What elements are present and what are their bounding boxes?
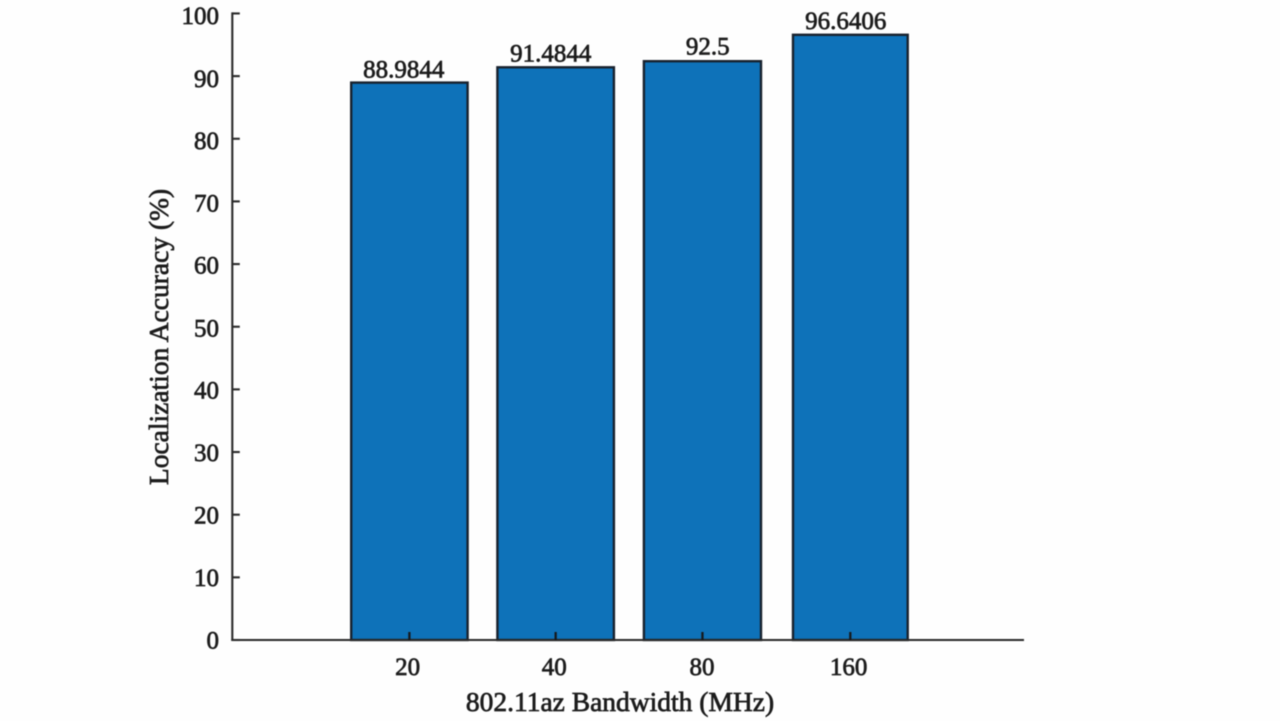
svg-text:50: 50 bbox=[194, 315, 219, 342]
svg-text:80: 80 bbox=[194, 128, 219, 155]
svg-text:10: 10 bbox=[194, 565, 219, 592]
svg-text:100: 100 bbox=[182, 3, 220, 30]
svg-text:80: 80 bbox=[690, 654, 715, 681]
svg-text:20: 20 bbox=[395, 654, 420, 681]
svg-text:60: 60 bbox=[194, 253, 219, 280]
svg-text:20: 20 bbox=[194, 502, 219, 529]
svg-text:Localization Accuracy (%): Localization Accuracy (%) bbox=[143, 189, 174, 485]
svg-text:40: 40 bbox=[542, 654, 567, 681]
svg-text:40: 40 bbox=[194, 378, 219, 405]
svg-text:92.5: 92.5 bbox=[686, 34, 730, 61]
svg-text:30: 30 bbox=[194, 440, 219, 467]
svg-text:160: 160 bbox=[830, 654, 868, 681]
svg-text:90: 90 bbox=[194, 66, 219, 93]
svg-text:91.4844: 91.4844 bbox=[510, 41, 592, 68]
svg-text:70: 70 bbox=[194, 191, 219, 218]
svg-text:88.9844: 88.9844 bbox=[363, 56, 445, 83]
svg-text:96.6406: 96.6406 bbox=[805, 8, 886, 35]
svg-text:802.11az Bandwidth (MHz): 802.11az Bandwidth (MHz) bbox=[466, 686, 774, 717]
svg-text:0: 0 bbox=[207, 627, 220, 654]
